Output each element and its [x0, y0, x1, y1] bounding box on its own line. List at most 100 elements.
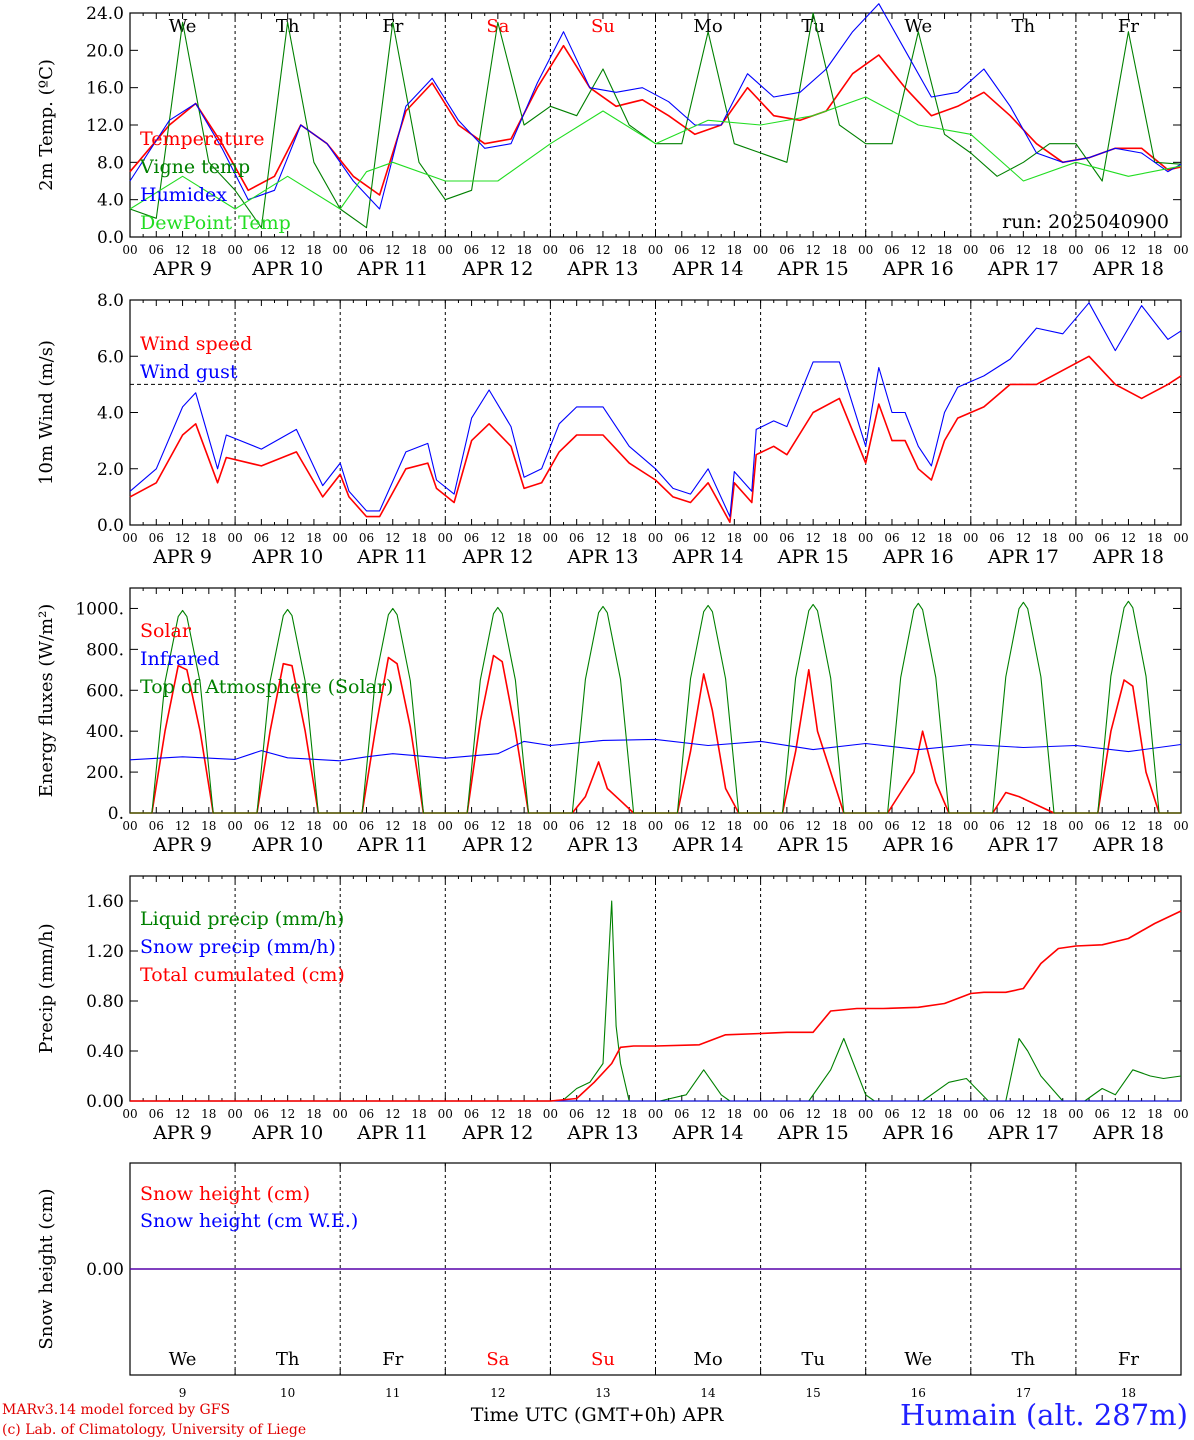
day-label: APR 15	[777, 546, 849, 568]
hour-tick-label: 18	[201, 819, 216, 833]
hour-tick-label: 12	[280, 1107, 295, 1121]
hour-tick-label: 00	[1068, 819, 1083, 833]
hour-tick-label: 00	[1068, 531, 1083, 545]
day-number-label: 16	[911, 1386, 926, 1400]
weekday-label: Th	[1012, 1349, 1036, 1370]
hour-tick-label: 18	[201, 243, 216, 257]
y-tick-label: 800.	[86, 640, 124, 660]
day-label: APR 18	[1092, 1122, 1164, 1144]
hour-tick-label: 12	[1016, 243, 1031, 257]
hour-tick-label: 00	[1173, 531, 1188, 545]
legend-entry: DewPoint Temp	[140, 212, 291, 234]
lab-credit: (c) Lab. of Climatology, University of L…	[2, 1422, 307, 1438]
day-label: APR 11	[356, 546, 428, 568]
series-line	[130, 600, 1181, 814]
hour-tick-label: 06	[359, 531, 374, 545]
hour-tick-label: 12	[490, 243, 505, 257]
legend-entry: Total cumulated (cm)	[140, 964, 345, 986]
hour-tick-label: 12	[1016, 1107, 1031, 1121]
hour-tick-label: 06	[149, 1107, 164, 1121]
hour-tick-label: 12	[806, 1107, 821, 1121]
legend-entry: Infrared	[140, 648, 220, 670]
hour-tick-label: 00	[858, 243, 873, 257]
day-label: APR 18	[1092, 258, 1164, 280]
hour-tick-label: 06	[779, 243, 794, 257]
hour-tick-label: 12	[490, 531, 505, 545]
hour-tick-label: 00	[963, 819, 978, 833]
y-tick-label: 6.0	[97, 347, 124, 367]
day-label: APR 11	[356, 258, 428, 280]
hour-tick-label: 06	[359, 243, 374, 257]
hour-tick-label: 12	[911, 819, 926, 833]
hour-tick-label: 18	[201, 1107, 216, 1121]
day-label: APR 15	[777, 1122, 849, 1144]
weekday-label: Su	[591, 1349, 615, 1370]
hour-tick-label: 12	[1121, 1107, 1136, 1121]
hour-tick-label: 06	[254, 243, 269, 257]
day-label: APR 10	[251, 546, 323, 568]
y-tick-label: 0.80	[86, 992, 124, 1012]
weekday-label: We	[904, 16, 932, 37]
hour-tick-label: 18	[516, 531, 531, 545]
day-label: APR 12	[461, 546, 533, 568]
hour-tick-label: 00	[963, 1107, 978, 1121]
hour-tick-label: 18	[832, 1107, 847, 1121]
y-tick-label: 0.0	[97, 516, 124, 536]
day-label: APR 14	[672, 546, 744, 568]
hour-tick-label: 12	[595, 531, 610, 545]
hour-tick-label: 12	[911, 243, 926, 257]
plot-frame	[129, 12, 1182, 238]
legend-entry: Snow height (cm)	[140, 1183, 310, 1205]
day-label: APR 13	[566, 258, 638, 280]
hour-tick-label: 00	[648, 819, 663, 833]
x-axis-title: Time UTC (GMT+0h) APR	[470, 1404, 724, 1426]
hour-tick-label: 18	[516, 819, 531, 833]
hour-tick-label: 00	[227, 819, 242, 833]
y-axis-title: Energy fluxes (W/m²)	[36, 604, 57, 798]
hour-tick-label: 00	[1068, 243, 1083, 257]
hour-tick-label: 06	[989, 243, 1004, 257]
hour-tick-label: 18	[832, 531, 847, 545]
weekday-label: Mo	[693, 1349, 722, 1370]
series-line	[130, 910, 1182, 1102]
day-label: APR 12	[461, 258, 533, 280]
weekday-label: Sa	[486, 1349, 509, 1370]
day-number-label: 15	[806, 1386, 821, 1400]
hour-tick-label: 12	[490, 819, 505, 833]
hour-tick-label: 12	[1121, 243, 1136, 257]
hour-tick-label: 06	[569, 819, 584, 833]
hour-tick-label: 06	[254, 819, 269, 833]
hour-tick-label: 00	[438, 819, 453, 833]
hour-tick-label: 00	[648, 1107, 663, 1121]
y-tick-label: 1.20	[86, 942, 124, 962]
y-tick-label: 200.	[86, 763, 124, 783]
hour-tick-label: 00	[543, 531, 558, 545]
series-line	[129, 3, 1182, 210]
hour-tick-label: 06	[989, 1107, 1004, 1121]
hour-tick-label: 12	[700, 1107, 715, 1121]
day-label: APR 17	[987, 1122, 1059, 1144]
hour-tick-label: 00	[438, 243, 453, 257]
hour-tick-label: 00	[963, 243, 978, 257]
hour-tick-label: 12	[700, 243, 715, 257]
day-label: APR 13	[566, 1122, 638, 1144]
day-label: APR 15	[777, 258, 849, 280]
hour-tick-label: 18	[937, 819, 952, 833]
hour-tick-label: 12	[175, 1107, 190, 1121]
day-label: APR 14	[672, 258, 744, 280]
day-label: APR 17	[987, 546, 1059, 568]
hour-tick-label: 12	[1016, 531, 1031, 545]
hour-tick-label: 18	[306, 243, 321, 257]
y-tick-label: 1.60	[86, 892, 124, 912]
hour-tick-label: 00	[122, 1107, 137, 1121]
day-label: APR 18	[1092, 834, 1164, 856]
hour-tick-label: 18	[832, 819, 847, 833]
hour-tick-label: 06	[1095, 243, 1110, 257]
hour-tick-label: 18	[411, 819, 426, 833]
hour-tick-label: 12	[1121, 819, 1136, 833]
legend-entry: Humidex	[140, 184, 227, 206]
hour-tick-label: 00	[227, 1107, 242, 1121]
legend-entry: Vigne temp	[139, 156, 250, 178]
hour-tick-label: 12	[175, 243, 190, 257]
hour-tick-label: 06	[149, 819, 164, 833]
